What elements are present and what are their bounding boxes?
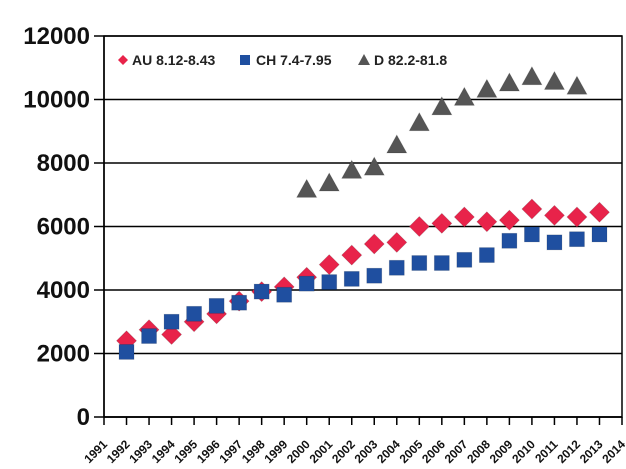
x-tick-label: 2009 (487, 437, 516, 466)
y-tick-label: 2000 (37, 341, 90, 368)
data-point-square (456, 251, 473, 268)
x-tick-label: 2001 (307, 437, 336, 466)
legend-marker (118, 55, 128, 65)
data-point-diamond (318, 254, 340, 276)
x-tick-label: 2011 (532, 437, 561, 466)
data-point-square (231, 294, 248, 311)
x-tick-label: 1994 (149, 437, 178, 466)
data-point-diamond (453, 206, 475, 228)
x-tick-label: 2003 (352, 437, 381, 466)
data-point-square (388, 259, 405, 276)
data-point-diamond (408, 215, 430, 238)
data-point-square (163, 313, 180, 330)
data-point-diamond (431, 212, 453, 234)
y-tick-label: 12000 (23, 23, 90, 50)
data-point-triangle (363, 156, 385, 176)
data-point-square (411, 255, 428, 271)
data-point-square (276, 286, 293, 303)
data-point-square (546, 234, 563, 251)
data-point-triangle (431, 96, 453, 116)
data-point-square (141, 328, 157, 344)
data-point-square (343, 270, 360, 287)
legend-marker (240, 55, 250, 65)
legend-label: D 82.2-81.8 (374, 52, 447, 68)
x-tick-label: 2007 (442, 437, 471, 466)
x-tick-label: 2000 (284, 437, 313, 466)
x-tick-label: 2014 (599, 437, 626, 466)
data-point-triangle (341, 159, 363, 179)
data-point-triangle (408, 111, 430, 132)
data-point-square (186, 305, 202, 322)
y-tick-label: 10000 (23, 87, 90, 114)
x-tick-label: 1992 (104, 437, 133, 466)
data-point-square (501, 232, 518, 249)
data-point-diamond (386, 231, 408, 253)
legend-label: CH 7.4-7.95 (256, 52, 332, 68)
legend-marker (358, 54, 370, 65)
x-tick-label: 2012 (554, 437, 583, 466)
data-point-square (569, 231, 585, 248)
data-point-triangle (453, 86, 476, 106)
data-point-triangle (386, 134, 408, 154)
data-point-diamond (341, 244, 363, 266)
data-point-square (208, 297, 225, 314)
x-tick-label: 1997 (216, 437, 245, 466)
data-point-diamond (498, 209, 520, 231)
data-point-square (253, 283, 270, 300)
data-point-triangle (318, 172, 340, 192)
x-tick-label: 2008 (464, 437, 493, 466)
data-point-square (118, 344, 135, 360)
x-tick-label: 2005 (397, 437, 426, 466)
x-tick-label: 1993 (126, 437, 155, 466)
data-point-square (433, 255, 450, 271)
y-tick-label: 0 (77, 404, 90, 431)
data-point-triangle (521, 65, 543, 86)
x-tick-label: 1998 (239, 437, 268, 466)
data-point-square (298, 275, 315, 292)
data-point-diamond (160, 323, 183, 346)
data-point-square (366, 267, 383, 284)
x-tick-label: 1996 (194, 437, 223, 466)
x-tick-label: 2004 (374, 437, 403, 466)
x-tick-label: 1991 (81, 437, 110, 466)
data-point-diamond (543, 204, 566, 226)
data-point-triangle (566, 75, 588, 95)
y-tick-label: 8000 (37, 150, 90, 177)
data-point-diamond (476, 211, 498, 233)
x-tick-label: 2010 (509, 437, 538, 466)
y-tick-label: 6000 (37, 214, 90, 241)
data-point-diamond (566, 206, 588, 228)
data-point-triangle (498, 72, 521, 92)
x-tick-label: 1999 (262, 437, 291, 466)
x-tick-label: 2006 (419, 437, 448, 466)
data-point-square (524, 226, 540, 243)
data-point-square (478, 247, 495, 263)
data-point-square (591, 226, 608, 243)
data-point-diamond (363, 233, 385, 255)
data-point-triangle (543, 70, 566, 90)
data-point-triangle (296, 178, 318, 198)
data-point-square (321, 274, 338, 290)
data-point-diamond (588, 201, 611, 223)
x-tick-label: 1995 (171, 437, 200, 466)
y-tick-label: 4000 (37, 277, 90, 304)
data-point-triangle (476, 78, 498, 98)
x-tick-label: 2002 (329, 437, 358, 466)
legend-label: AU 8.12-8.43 (132, 52, 215, 68)
data-point-diamond (521, 198, 543, 220)
x-tick-label: 2013 (577, 437, 606, 466)
